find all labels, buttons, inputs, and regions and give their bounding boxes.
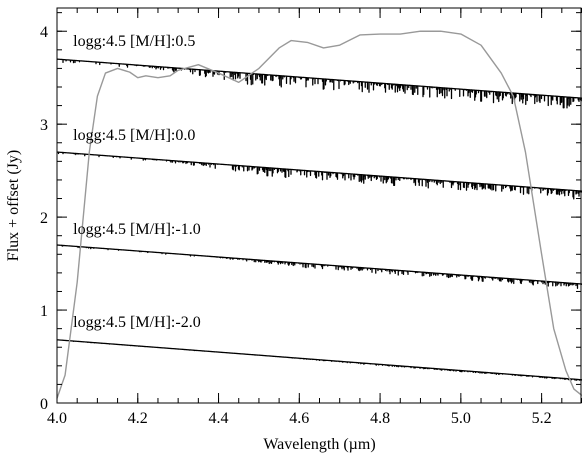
spectrum-line-3 [56, 339, 582, 381]
ticks-layer: 4.0 4.2 4.4 4.6 4.8 5.0 5.2 0 1 2 3 4 [40, 8, 582, 427]
y-axis-title: Flux + offset (Jy) [5, 150, 22, 261]
x-tick-label: 5.2 [532, 410, 552, 427]
filter-curve-line [56, 30, 582, 399]
series-layer [56, 30, 582, 399]
x-axis-title: Wavelength (µm) [263, 436, 375, 453]
spectrum-line-1 [56, 151, 582, 200]
spectrum-line-0 [56, 58, 582, 109]
series-annotation: logg:4.5 [M/H]:0.0 [73, 127, 195, 144]
series-annotation: logg:4.5 [M/H]:-2.0 [73, 314, 201, 331]
plot-frame [56, 7, 582, 404]
series-annotation: logg:4.5 [M/H]:0.5 [73, 33, 195, 50]
x-tick-label: 4.6 [289, 410, 309, 427]
x-tick-label: 5.0 [451, 410, 471, 427]
x-tick-label: 4.4 [209, 410, 229, 427]
x-tick-label: 4.0 [47, 410, 67, 427]
y-tick-label: 0 [40, 396, 48, 413]
y-tick-label: 4 [40, 24, 48, 41]
y-tick-label: 2 [40, 210, 48, 227]
annotations-layer: logg:4.5 [M/H]:0.5 logg:4.5 [M/H]:0.0 logg… [73, 33, 201, 331]
y-tick-label: 1 [40, 303, 48, 320]
x-tick-label: 4.2 [128, 410, 148, 427]
y-tick-label: 3 [40, 117, 48, 134]
spectrum-line-2 [56, 244, 582, 289]
series-annotation: logg:4.5 [M/H]:-1.0 [73, 221, 201, 238]
x-tick-label: 4.8 [370, 410, 390, 427]
